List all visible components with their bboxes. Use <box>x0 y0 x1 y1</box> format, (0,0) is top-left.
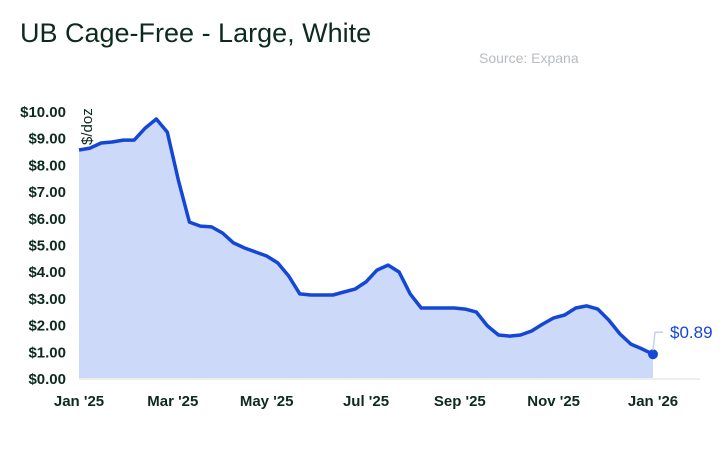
y-tick-label: $5.00 <box>28 238 66 255</box>
y-tick-label: $9.00 <box>28 131 66 148</box>
x-tick-label: Nov '25 <box>527 393 580 410</box>
x-tick-label: Jan '25 <box>54 393 104 410</box>
y-tick-label: $3.00 <box>28 291 66 308</box>
x-tick-label: Sep '25 <box>434 393 486 410</box>
y-tick-label: $7.00 <box>28 184 66 201</box>
y-axis-label: $/doz <box>79 108 96 145</box>
source-note: Source: Expana <box>479 50 579 66</box>
y-tick-label: $0.00 <box>28 371 66 388</box>
series-line <box>78 117 654 356</box>
label-leader <box>652 331 663 351</box>
y-tick-label: $4.00 <box>28 264 66 281</box>
x-tick-label: Jan '26 <box>628 393 678 410</box>
chart-title: UB Cage-Free - Large, White <box>20 18 372 48</box>
x-tick-label: Jul '25 <box>343 393 389 410</box>
y-tick-label: $2.00 <box>28 318 66 335</box>
y-tick-label: $1.00 <box>28 344 66 361</box>
y-tick-label: $8.00 <box>28 157 66 174</box>
area-fill <box>79 119 653 378</box>
x-tick-label: Mar '25 <box>147 393 198 410</box>
y-tick-label: $10.00 <box>20 104 66 121</box>
last-point-marker <box>648 349 658 360</box>
x-tick-label: May '25 <box>240 393 294 410</box>
y-tick-label: $6.00 <box>28 211 66 228</box>
last-value-label: $0.89 <box>670 323 713 342</box>
